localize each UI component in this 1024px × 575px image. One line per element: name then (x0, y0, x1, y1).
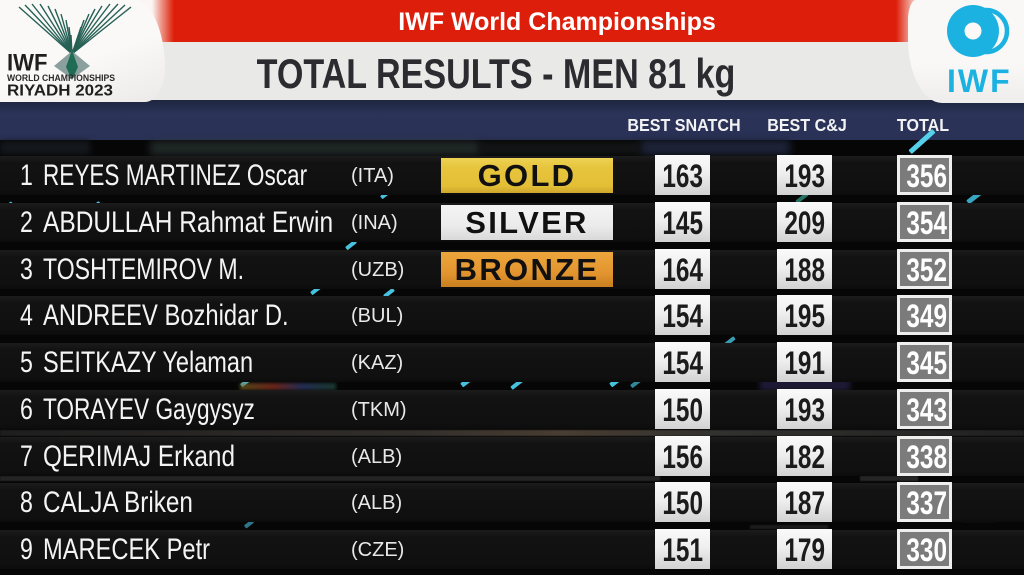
svg-text:IWF: IWF (947, 63, 1012, 99)
svg-text:RIYADH 2023: RIYADH 2023 (7, 83, 113, 100)
svg-text:IWF: IWF (7, 50, 48, 77)
svg-text:WORLD CHAMPIONSHIPS: WORLD CHAMPIONSHIPS (7, 73, 115, 84)
